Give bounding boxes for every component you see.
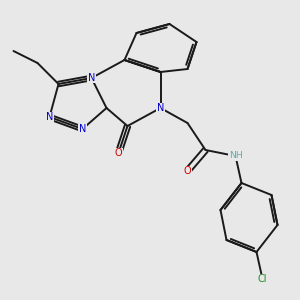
Text: O: O: [184, 166, 191, 176]
Text: N: N: [157, 103, 164, 113]
Text: NH: NH: [229, 152, 242, 160]
Text: O: O: [115, 148, 122, 158]
Text: N: N: [79, 124, 86, 134]
Text: N: N: [88, 73, 95, 83]
Text: N: N: [46, 112, 53, 122]
Text: Cl: Cl: [258, 274, 267, 284]
